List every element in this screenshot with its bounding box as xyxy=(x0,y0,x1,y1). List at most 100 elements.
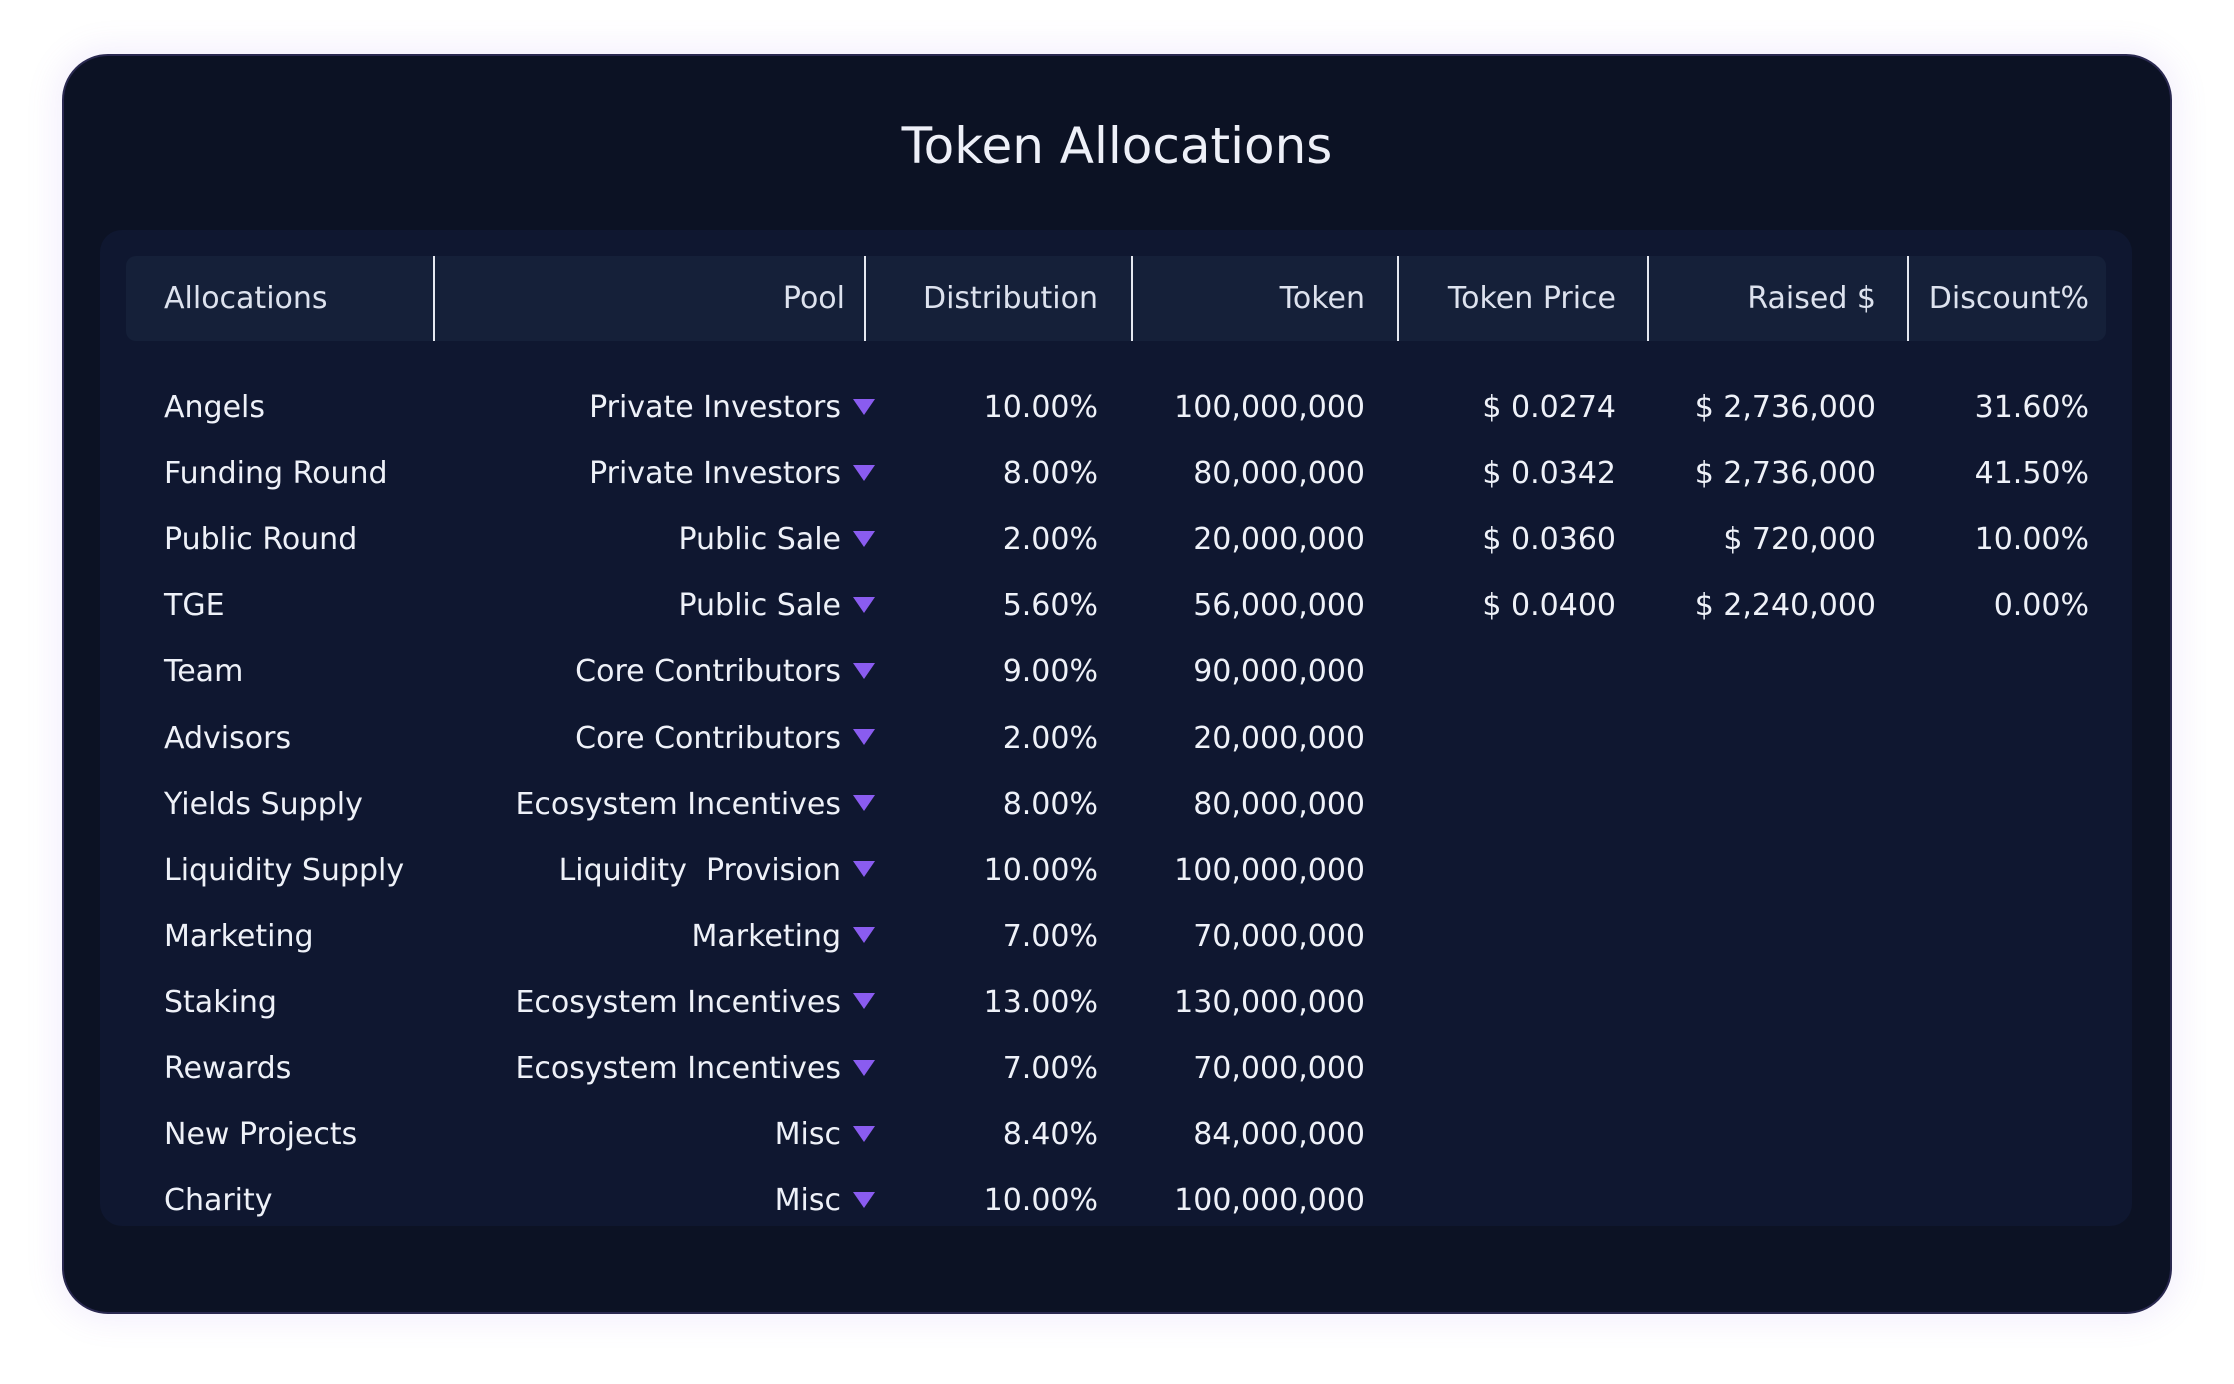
caret-down-icon[interactable] xyxy=(853,464,875,481)
header-pool: Pool xyxy=(782,281,845,316)
raised-cell xyxy=(1649,970,1876,1036)
pool-dropdown[interactable]: Liquidity Provision xyxy=(435,838,875,904)
pool-dropdown[interactable]: Private Investors xyxy=(435,375,875,441)
distribution-cell: 9.00% xyxy=(1002,654,1098,690)
distribution-cell: 10.00% xyxy=(983,852,1098,888)
distribution-cell: 5.60% xyxy=(1002,588,1098,624)
pool-dropdown[interactable]: Core Contributors xyxy=(435,639,875,705)
caret-down-icon[interactable] xyxy=(853,993,875,1010)
raised-cell xyxy=(1649,1036,1876,1102)
token-price-cell: $ 0.0274 xyxy=(1482,390,1616,425)
token-price-cell xyxy=(1399,970,1616,1036)
caret-down-icon[interactable] xyxy=(853,729,875,745)
table-row: Liquidity Supply Liquidity Provision 10.… xyxy=(126,838,2106,904)
header-divider xyxy=(1131,256,1133,341)
token-price-cell: $ 0.0360 xyxy=(1482,522,1616,558)
header-divider xyxy=(1647,256,1649,341)
distribution-cell: 10.00% xyxy=(983,1183,1098,1219)
table-row: Marketing Marketing 7.00% 70,000,000 xyxy=(126,904,2106,970)
token-cell: 100,000,000 xyxy=(1174,1183,1365,1219)
raised-cell xyxy=(1649,904,1876,970)
pool-dropdown[interactable]: Public Sale xyxy=(435,573,875,639)
caret-down-icon[interactable] xyxy=(853,927,875,944)
raised-cell xyxy=(1649,1168,1876,1234)
header-allocations: Allocations xyxy=(164,281,328,316)
caret-down-icon[interactable] xyxy=(853,530,875,547)
table-row: New Projects Misc 8.40% 84,000,000 xyxy=(126,1102,2106,1168)
pool-dropdown[interactable]: Public Sale xyxy=(435,507,875,573)
caret-down-icon[interactable] xyxy=(853,1059,875,1076)
header-raised: Raised $ xyxy=(1747,281,1876,316)
allocations-table: Allocations Pool Distribution Token Toke… xyxy=(100,230,2132,1226)
table-row: Charity Misc 10.00% 100,000,000 xyxy=(126,1168,2106,1234)
header-divider xyxy=(433,256,435,341)
allocation-cell: Funding Round xyxy=(164,456,388,492)
table-row: Rewards Ecosystem Incentives 7.00% 70,00… xyxy=(126,1036,2106,1102)
pool-label: Core Contributors xyxy=(575,720,841,756)
page-title: Token Allocations xyxy=(901,117,1333,175)
token-cell: 90,000,000 xyxy=(1193,654,1365,690)
token-allocations-card: Token Allocations Allocations Pool Distr… xyxy=(62,54,2172,1314)
caret-down-icon[interactable] xyxy=(853,1191,875,1208)
pool-label: Public Sale xyxy=(678,522,841,558)
allocation-cell: Staking xyxy=(164,984,277,1020)
token-price-cell: $ 0.0400 xyxy=(1482,588,1616,624)
token-cell: 80,000,000 xyxy=(1193,786,1365,822)
token-cell: 80,000,000 xyxy=(1193,456,1365,492)
discount-cell xyxy=(1909,838,2089,904)
caret-down-icon[interactable] xyxy=(853,861,875,878)
pool-label: Public Sale xyxy=(678,588,841,624)
token-cell: 130,000,000 xyxy=(1174,984,1365,1020)
pool-label: Misc xyxy=(774,1183,841,1219)
table-row: Team Core Contributors 9.00% 90,000,000 xyxy=(126,639,2106,705)
caret-down-icon[interactable] xyxy=(853,398,875,415)
token-price-cell xyxy=(1399,838,1616,904)
raised-cell xyxy=(1649,772,1876,838)
table-row: Public Round Public Sale 2.00% 20,000,00… xyxy=(126,507,2106,573)
allocation-cell: TGE xyxy=(164,588,225,624)
header-divider xyxy=(1907,256,1909,341)
pool-dropdown[interactable]: Misc xyxy=(435,1168,875,1234)
pool-label: Ecosystem Incentives xyxy=(515,786,841,822)
caret-down-icon[interactable] xyxy=(853,795,875,812)
discount-cell xyxy=(1909,1102,2089,1168)
distribution-cell: 7.00% xyxy=(1002,1051,1098,1086)
pool-dropdown[interactable]: Ecosystem Incentives xyxy=(435,772,875,838)
token-cell: 70,000,000 xyxy=(1193,1051,1365,1086)
pool-label: Private Investors xyxy=(589,390,841,425)
pool-dropdown[interactable]: Misc xyxy=(435,1102,875,1168)
pool-dropdown[interactable]: Marketing xyxy=(435,904,875,970)
pool-dropdown[interactable]: Ecosystem Incentives xyxy=(435,1036,875,1102)
token-price-cell xyxy=(1399,639,1616,705)
allocation-cell: Charity xyxy=(164,1183,273,1219)
pool-label: Core Contributors xyxy=(575,654,841,690)
token-cell: 100,000,000 xyxy=(1174,852,1365,888)
token-price-cell xyxy=(1399,904,1616,970)
caret-down-icon[interactable] xyxy=(853,1125,875,1142)
table-row: Funding Round Private Investors 8.00% 80… xyxy=(126,441,2106,507)
allocation-cell: Angels xyxy=(164,390,266,425)
caret-down-icon[interactable] xyxy=(853,662,875,679)
allocation-cell: Rewards xyxy=(164,1051,292,1086)
discount-cell xyxy=(1909,1168,2089,1234)
token-cell: 20,000,000 xyxy=(1193,720,1365,756)
distribution-cell: 13.00% xyxy=(983,984,1098,1020)
discount-cell: 31.60% xyxy=(1974,390,2089,425)
pool-dropdown[interactable]: Private Investors xyxy=(435,441,875,507)
pool-dropdown[interactable]: Ecosystem Incentives xyxy=(435,970,875,1036)
pool-label: Misc xyxy=(774,1117,841,1153)
distribution-cell: 2.00% xyxy=(1002,522,1098,558)
raised-cell: $ 720,000 xyxy=(1723,522,1876,558)
pool-dropdown[interactable]: Core Contributors xyxy=(435,706,875,772)
allocation-cell: Advisors xyxy=(164,720,292,756)
raised-cell: $ 2,736,000 xyxy=(1694,456,1876,492)
allocation-cell: Marketing xyxy=(164,918,314,954)
header-divider xyxy=(864,256,866,341)
discount-cell xyxy=(1909,772,2089,838)
table-row: Advisors Core Contributors 2.00% 20,000,… xyxy=(126,706,2106,772)
token-cell: 100,000,000 xyxy=(1174,390,1365,425)
caret-down-icon[interactable] xyxy=(853,596,875,613)
allocation-cell: Public Round xyxy=(164,522,358,558)
raised-cell xyxy=(1649,639,1876,705)
raised-cell xyxy=(1649,706,1876,772)
